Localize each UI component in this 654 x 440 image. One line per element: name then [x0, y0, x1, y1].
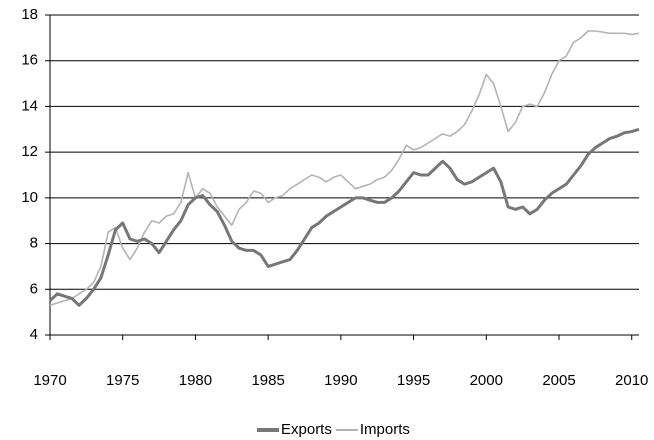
x-tick-label: 2005 — [542, 372, 575, 389]
x-tick-label: 1995 — [397, 372, 430, 389]
y-tick-label: 14 — [21, 97, 38, 114]
y-tick-label: 4 — [30, 326, 38, 343]
y-tick-label: 16 — [21, 52, 38, 69]
line — [49, 30, 640, 307]
y-tick-label: 18 — [21, 6, 38, 23]
x-tick-label: 1985 — [251, 372, 284, 389]
x-tick-label: 1970 — [33, 372, 66, 389]
x-tick-label: 2000 — [470, 372, 503, 389]
y-tick-label: 10 — [21, 189, 38, 206]
x-tick-label: 2010 — [615, 372, 648, 389]
x-tick-label: 1980 — [179, 372, 212, 389]
legend-label: Imports — [360, 421, 410, 438]
line — [48, 127, 640, 307]
y-tick-label: 6 — [30, 280, 38, 297]
x-tick-label: 1975 — [106, 372, 139, 389]
y-tick-label: 8 — [30, 235, 38, 252]
y-tick-label: 12 — [21, 143, 38, 160]
legend-label: Exports — [281, 421, 332, 438]
x-tick-label: 1990 — [324, 372, 357, 389]
